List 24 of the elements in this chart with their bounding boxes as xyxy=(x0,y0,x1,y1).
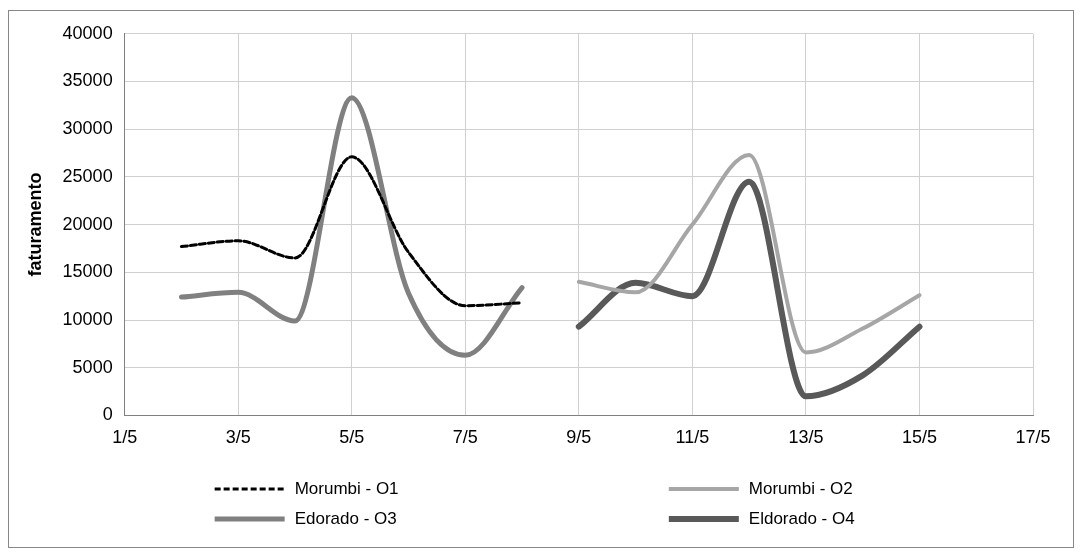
x-tick-label: 17/5 xyxy=(1015,427,1051,448)
y-tick-label: 0 xyxy=(102,404,113,425)
x-tick-label: 5/5 xyxy=(339,427,365,448)
y-tick-label: 5000 xyxy=(72,356,113,377)
legend-label: Morumbi - O1 xyxy=(294,478,399,498)
y-tick-label: 20000 xyxy=(62,213,113,234)
x-tick-label: 1/5 xyxy=(112,427,138,448)
legend-label: Morumbi - O2 xyxy=(748,478,853,498)
y-tick-label: 35000 xyxy=(62,70,113,91)
x-tick-label: 13/5 xyxy=(788,427,824,448)
y-tick-label: 40000 xyxy=(62,22,113,43)
x-tick-label: 9/5 xyxy=(566,427,592,448)
x-tick-label: 11/5 xyxy=(675,427,710,448)
y-tick-label: 10000 xyxy=(62,308,113,329)
legend-label: Edorado - O3 xyxy=(294,508,397,528)
line-series xyxy=(576,152,922,355)
x-tick-label: 3/5 xyxy=(225,427,251,448)
y-tick-label: 30000 xyxy=(62,118,113,139)
y-tick-label: 15000 xyxy=(62,261,113,282)
y-tick-label: 25000 xyxy=(62,165,113,186)
legend-label: Eldorado - O4 xyxy=(748,508,855,528)
y-axis-title: faturamento xyxy=(24,172,45,277)
x-tick-label: 15/5 xyxy=(901,427,937,448)
x-tick-label: 7/5 xyxy=(452,427,478,448)
